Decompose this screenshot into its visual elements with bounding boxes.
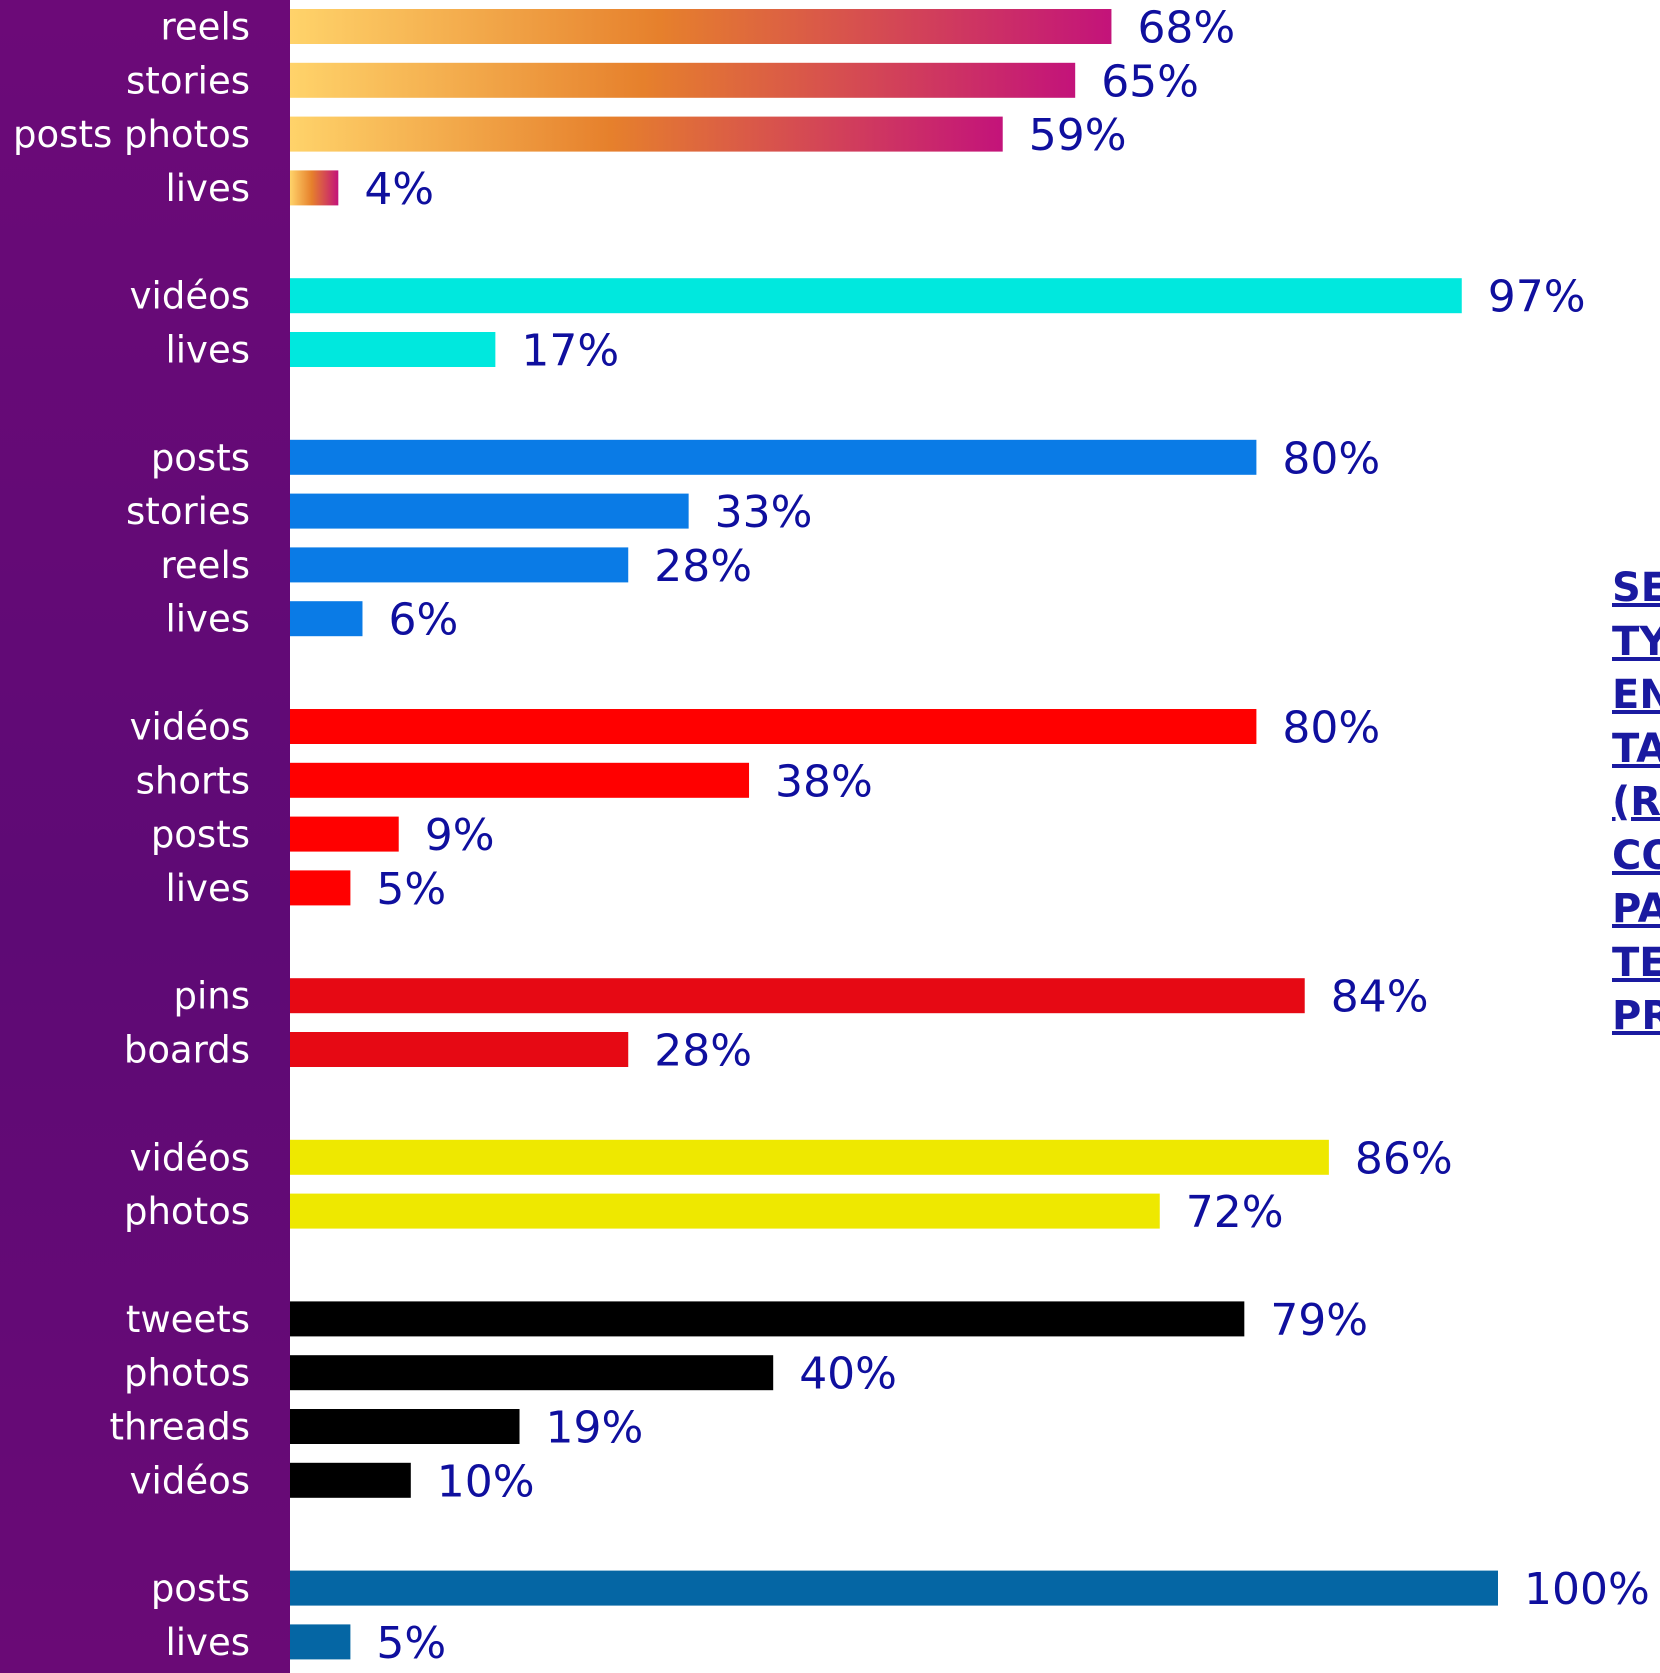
category-label: lives [166, 167, 251, 210]
value-label: 6% [388, 595, 458, 646]
category-label: posts photos [13, 113, 250, 156]
value-label: 4% [364, 164, 434, 215]
side-title-fragments[interactable]: SE TY EN TA (R CO PA TE PR [1612, 562, 1660, 1044]
bar [290, 547, 629, 583]
category-label: stories [126, 59, 250, 102]
category-label: reels [161, 544, 250, 587]
value-label: 65% [1101, 56, 1199, 107]
category-label: tweets [126, 1298, 250, 1341]
side-title-line[interactable]: CO [1612, 832, 1660, 879]
value-label: 72% [1186, 1187, 1284, 1238]
bar [290, 1139, 1329, 1175]
category-label: reels [161, 6, 250, 49]
bar [290, 870, 351, 906]
category-label: threads [109, 1406, 250, 1449]
bar [290, 1409, 520, 1444]
category-label: boards [124, 1029, 250, 1072]
category-label: shorts [136, 759, 250, 802]
bar [290, 1570, 1498, 1606]
value-label: 17% [521, 326, 619, 377]
category-label: posts [151, 436, 250, 479]
side-title-line[interactable]: TE [1612, 939, 1660, 986]
value-label: 33% [715, 487, 813, 538]
value-label: 28% [654, 541, 752, 592]
category-label: stories [126, 490, 250, 533]
bar [290, 1462, 411, 1498]
bar [290, 1301, 1245, 1337]
value-label: 5% [376, 1618, 446, 1669]
side-title-line[interactable]: TA [1612, 725, 1660, 772]
bar [290, 116, 1003, 152]
bar [290, 1355, 774, 1391]
value-label: 84% [1331, 972, 1429, 1023]
value-label: 5% [376, 864, 446, 915]
bar [290, 278, 1462, 314]
category-label: posts [151, 1567, 250, 1610]
value-label: 80% [1282, 433, 1380, 484]
bar [290, 601, 363, 637]
side-title-line[interactable]: (R [1612, 779, 1660, 825]
value-label: 68% [1137, 3, 1235, 54]
value-label: 19% [546, 1403, 644, 1454]
bar [290, 762, 750, 798]
value-label: 80% [1282, 703, 1380, 754]
bar [290, 9, 1112, 44]
category-label-panel [0, 0, 290, 1673]
bar [290, 709, 1257, 744]
value-label: 59% [1029, 110, 1127, 161]
category-label: lives [166, 867, 251, 910]
category-label: posts [151, 813, 250, 856]
value-label: 97% [1488, 272, 1586, 323]
value-label: 86% [1355, 1133, 1453, 1184]
category-label: vidéos [130, 1136, 250, 1179]
category-label: vidéos [130, 275, 250, 318]
category-label: photos [124, 1352, 250, 1395]
value-label: 10% [437, 1456, 535, 1507]
category-label: lives [166, 1621, 251, 1664]
bar [290, 170, 339, 206]
bar [290, 1624, 351, 1660]
bar [290, 1193, 1160, 1229]
value-label: 9% [425, 810, 495, 861]
bars-layer: reels 68% stories 65% posts photos 59% lives 4%… [13, 3, 1650, 1669]
bar [290, 493, 689, 529]
side-title-line[interactable]: PA [1612, 886, 1660, 932]
value-label: 38% [775, 756, 873, 807]
bar [290, 1032, 629, 1067]
side-title-line[interactable]: SE [1612, 565, 1660, 611]
value-label: 79% [1270, 1295, 1368, 1346]
side-title-line[interactable]: EN [1612, 672, 1660, 718]
category-label: lives [166, 329, 251, 372]
side-title-line[interactable]: PR [1612, 993, 1660, 1039]
bar [290, 816, 399, 852]
bar [290, 62, 1076, 98]
value-label: 40% [799, 1349, 897, 1400]
value-label: 28% [654, 1026, 752, 1077]
category-label: vidéos [130, 706, 250, 749]
category-label: vidéos [130, 1459, 250, 1502]
bar [290, 439, 1257, 475]
side-title-line[interactable]: TY [1612, 618, 1660, 665]
bar [290, 978, 1305, 1014]
category-label: lives [166, 598, 251, 641]
value-label: 100% [1524, 1564, 1650, 1615]
category-label: photos [124, 1190, 250, 1233]
bar [290, 332, 496, 367]
category-label: pins [174, 975, 251, 1018]
